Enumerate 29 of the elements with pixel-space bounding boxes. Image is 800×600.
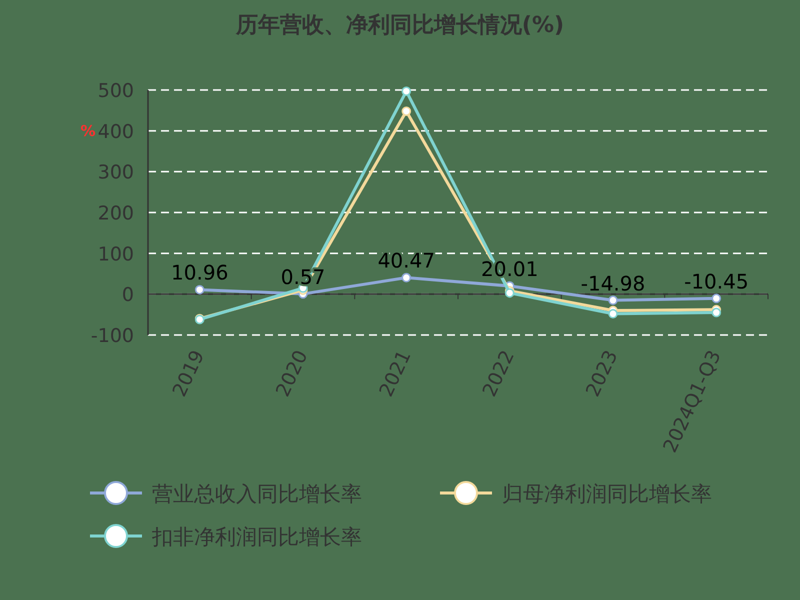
- x-tick-label: 2023: [582, 347, 622, 400]
- data-label: 40.47: [378, 248, 435, 273]
- point: [402, 272, 412, 282]
- point: [402, 86, 412, 96]
- y-tick-label: 300: [98, 162, 134, 184]
- legend-label: 归母净利润同比增长率: [502, 482, 712, 506]
- x-tick-label: 2020: [272, 347, 312, 400]
- chart-title: 历年营收、净利同比增长情况(%): [234, 13, 564, 38]
- y-tick-label: -100: [90, 325, 134, 347]
- y-tick-label: 100: [98, 243, 134, 266]
- x-tick-label: 2021: [375, 347, 416, 400]
- point: [608, 309, 618, 319]
- x-tick-label: 2022: [478, 347, 519, 400]
- legend-label: 扣非净利润同比增长率: [151, 525, 362, 549]
- y-tick-label: 500: [98, 80, 134, 102]
- y-tick-label: 400: [98, 120, 134, 143]
- x-tick-label: 2019: [168, 347, 209, 400]
- data-label: -14.98: [580, 271, 646, 296]
- point: [712, 294, 722, 304]
- point: [712, 308, 722, 318]
- data-label: -10.45: [684, 269, 749, 294]
- point: [402, 106, 412, 116]
- point: [608, 296, 618, 306]
- data-label: 10.96: [171, 260, 228, 285]
- y-tick-label: 0: [122, 284, 134, 306]
- y-axis-title: %: [80, 122, 96, 140]
- y-tick-label: 200: [98, 202, 134, 224]
- legend-label: 营业总收入同比增长率: [152, 482, 362, 506]
- point: [194, 284, 204, 294]
